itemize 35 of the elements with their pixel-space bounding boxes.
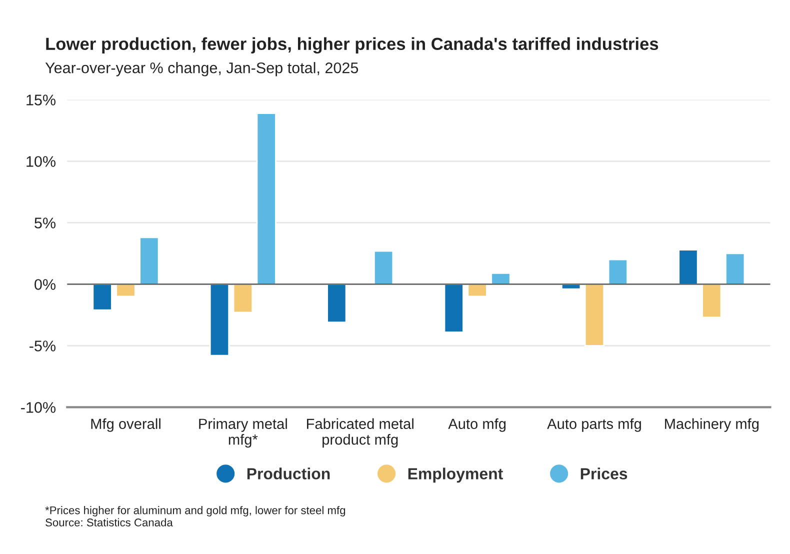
- bar: [725, 252, 746, 285]
- bar: [444, 284, 464, 333]
- bar: [373, 250, 394, 285]
- x-tick-label: Fabricated metal product mfg: [307, 418, 414, 448]
- legend-label: Production: [247, 468, 330, 480]
- bar: [256, 112, 276, 285]
- y-tick-label: -5%: [30, 340, 56, 352]
- text: *Prices higher for aluminum and gold mfg, lower for steel mfg: [45, 506, 346, 516]
- bar: [326, 284, 347, 324]
- y-tick-label: 10%: [26, 156, 56, 167]
- y-tick-label: 15%: [26, 94, 56, 106]
- bar: [608, 258, 628, 285]
- bar: [232, 284, 253, 314]
- legend-label: Employment: [408, 468, 503, 483]
- bar: [209, 284, 230, 356]
- bar: [678, 249, 698, 285]
- x-tick-label: Auto parts mfg: [547, 418, 641, 432]
- chart-title: Lower production, fewer jobs, higher prices in Canada's tariffed industries: [46, 37, 658, 54]
- bar: [490, 272, 511, 285]
- x-tick-label: Primary metal mfg*: [199, 418, 287, 448]
- y-tick-label: 5%: [34, 218, 56, 228]
- x-tick-label: Auto mfg: [448, 418, 506, 432]
- legend-label: Prices: [580, 468, 628, 480]
- source-note: Source: Statistics Canada: [46, 518, 173, 526]
- bar: [467, 284, 488, 298]
- bar: [139, 236, 160, 285]
- y-tick-label: -10%: [21, 402, 56, 413]
- x-tick-label: Mfg overall: [91, 418, 160, 432]
- bar: [702, 284, 722, 318]
- chart-subtitle: Year-over-year % change, Jan-Sep total, 2025: [45, 62, 358, 76]
- y-tick-label: 0%: [34, 279, 56, 290]
- bar: [92, 284, 112, 311]
- bar: [584, 284, 605, 346]
- x-tick-label: Machinery mfg: [665, 418, 759, 432]
- bar: [116, 284, 136, 298]
